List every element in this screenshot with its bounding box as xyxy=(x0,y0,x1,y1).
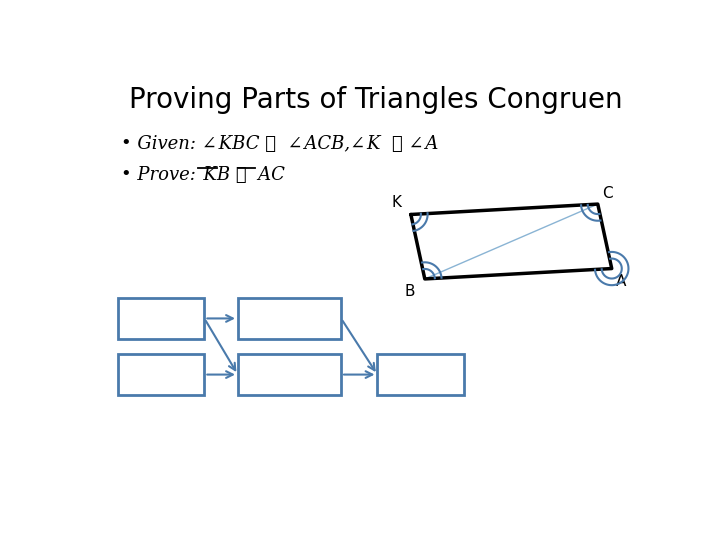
Text: • Prove:  KB ≅  AC: • Prove: KB ≅ AC xyxy=(121,166,284,184)
Text: C: C xyxy=(602,186,613,201)
Text: Proving Parts of Triangles Congruen: Proving Parts of Triangles Congruen xyxy=(129,85,623,113)
FancyBboxPatch shape xyxy=(238,354,341,395)
Text: K: K xyxy=(392,195,401,210)
FancyBboxPatch shape xyxy=(238,298,341,339)
Text: • Given: ∠ KBC ≅  ∠ ACB,∠ K  ≅ ∠ A: • Given: ∠ KBC ≅ ∠ ACB,∠ K ≅ ∠ A xyxy=(121,135,438,153)
Text: B: B xyxy=(404,285,415,299)
Text: A: A xyxy=(616,274,626,288)
FancyBboxPatch shape xyxy=(118,298,204,339)
FancyBboxPatch shape xyxy=(377,354,464,395)
FancyBboxPatch shape xyxy=(118,354,204,395)
